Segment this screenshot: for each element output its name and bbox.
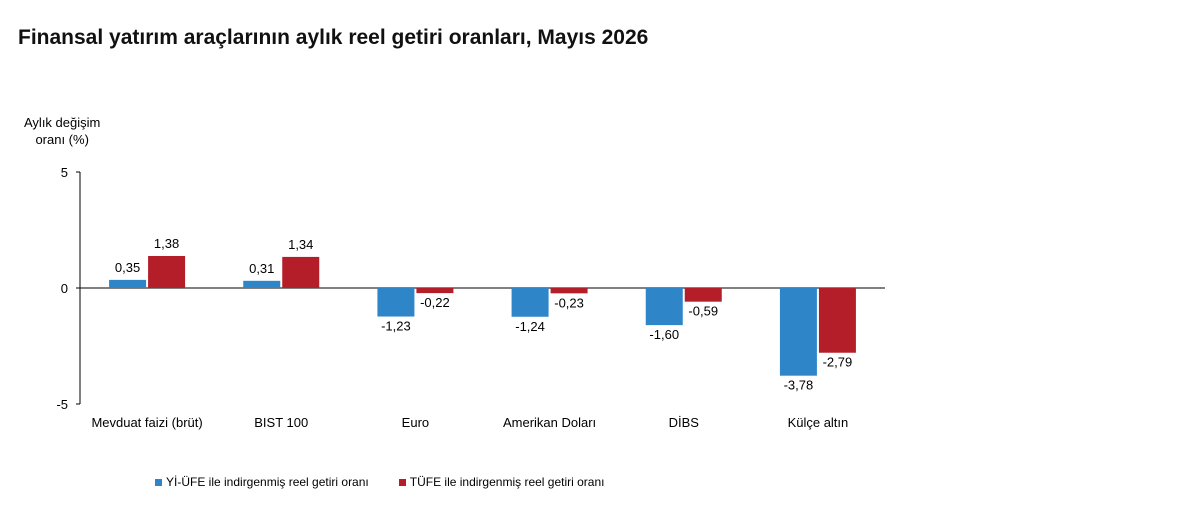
legend-label-series-2: TÜFE ile indirgenmiş reel getiri oranı [409, 475, 605, 489]
bar-series-1 [243, 280, 281, 288]
bar-series-2 [282, 256, 320, 288]
legend-swatch-series-1 [155, 478, 162, 486]
bar-series-1 [377, 288, 415, 317]
chart-title: Finansal yatırım araçlarının aylık reel … [18, 26, 649, 49]
data-label-series-1: -1,24 [515, 319, 545, 334]
data-label-series-2: -2,79 [823, 355, 853, 370]
bar-series-1 [645, 288, 683, 326]
x-category-label: Euro [402, 415, 429, 430]
data-label-series-2: -0,23 [554, 295, 584, 310]
y-tick-label: 0 [61, 281, 68, 296]
legend-label-series-1: Yİ-ÜFE ile indirgenmiş reel getiri oranı [166, 475, 369, 489]
x-category-label: Külçe altın [788, 415, 849, 430]
y-axis-label-line1: Aylık değişim [24, 115, 101, 130]
bar-series-1 [109, 279, 147, 288]
x-category-label: Mevduat faizi (brüt) [91, 415, 202, 430]
data-label-series-1: 0,31 [249, 261, 274, 276]
x-category-label: Amerikan Doları [503, 415, 596, 430]
y-axis-label: Aylık değişim oranı (%) [24, 114, 100, 148]
data-label-series-2: -0,22 [420, 295, 450, 310]
bar-series-1 [779, 288, 817, 376]
data-label-series-2: -0,59 [688, 304, 718, 319]
legend: Yİ-ÜFE ile indirgenmiş reel getiri oranı… [155, 475, 605, 489]
legend-item-series-2: TÜFE ile indirgenmiş reel getiri oranı [398, 475, 605, 489]
data-label-series-1: 0,35 [115, 260, 140, 275]
data-label-series-2: 1,38 [154, 236, 179, 251]
y-tick-label: 5 [61, 165, 68, 180]
data-label-series-1: -1,23 [381, 319, 411, 334]
bar-series-2 [818, 288, 856, 353]
data-label-series-2: 1,34 [288, 237, 313, 252]
legend-item-series-1: Yİ-ÜFE ile indirgenmiş reel getiri oranı [155, 475, 369, 489]
data-label-series-1: -1,60 [649, 327, 679, 342]
x-category-label: DİBS [669, 415, 700, 430]
legend-swatch-series-2 [398, 478, 406, 486]
x-category-label: BIST 100 [254, 415, 308, 430]
bar-series-2 [684, 288, 722, 302]
bar-series-2 [550, 288, 588, 294]
bar-series-1 [511, 288, 549, 317]
data-label-series-1: -3,78 [784, 378, 814, 393]
y-tick-label: -5 [56, 397, 68, 412]
bar-series-2 [416, 288, 454, 294]
y-axis-label-line2: oranı (%) [35, 132, 89, 147]
bar-series-2 [148, 255, 186, 288]
